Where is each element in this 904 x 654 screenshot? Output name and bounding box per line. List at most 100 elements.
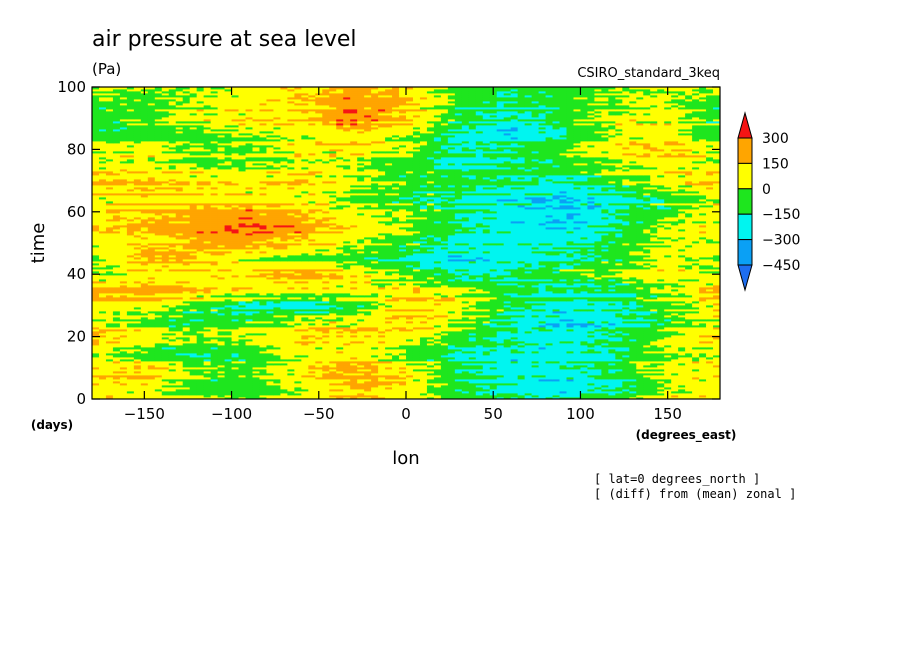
heatmap-cell	[475, 395, 484, 398]
heatmap-cell	[224, 379, 232, 382]
heatmap-cell	[371, 393, 379, 396]
heatmap-cell	[175, 367, 184, 370]
heatmap-cell	[678, 391, 686, 394]
heatmap-cell	[357, 391, 365, 394]
heatmap-cell	[559, 389, 567, 392]
heatmap-cell	[650, 397, 658, 400]
heatmap-cell	[468, 379, 477, 382]
heatmap-cell	[92, 387, 100, 390]
heatmap-cell	[636, 389, 644, 392]
heatmap-cell	[315, 379, 323, 382]
heatmap-cell	[280, 395, 288, 398]
heatmap-cell	[140, 369, 149, 372]
heatmap-cell	[538, 377, 546, 380]
heatmap-cell	[336, 375, 344, 378]
heatmap-cell	[308, 393, 316, 396]
heatmap-cell	[482, 377, 491, 380]
heatmap-cell	[161, 375, 170, 378]
heatmap-cell	[231, 369, 239, 372]
heatmap-cell	[98, 375, 107, 378]
heatmap-cell	[636, 391, 644, 394]
heatmap-cell	[231, 371, 239, 374]
heatmap-cell	[140, 385, 149, 388]
heatmap-cell	[713, 377, 721, 380]
heatmap-cell	[217, 377, 225, 380]
heatmap-cell	[482, 391, 491, 394]
heatmap-cell	[280, 375, 288, 378]
heatmap-cell	[357, 369, 365, 372]
heatmap-cell	[517, 397, 526, 400]
heatmap-cell	[447, 381, 456, 384]
heatmap-cell	[594, 375, 602, 378]
heatmap-cell	[482, 393, 491, 396]
heatmap-cell	[496, 393, 505, 396]
heatmap-cell	[650, 373, 658, 376]
heatmap-cell	[175, 379, 184, 382]
heatmap-cell	[259, 395, 267, 398]
heatmap-cell	[119, 393, 128, 396]
heatmap-cell	[266, 393, 274, 396]
heatmap-cell	[510, 387, 519, 390]
heatmap-cell	[196, 393, 205, 396]
heatmap-cell	[92, 371, 100, 374]
heatmap-cell	[224, 373, 232, 376]
heatmap-cell	[580, 395, 588, 398]
heatmap-cell	[371, 381, 379, 384]
heatmap-cell	[126, 369, 135, 372]
heatmap-cell	[350, 371, 358, 374]
heatmap-cell	[559, 379, 567, 382]
heatmap-cell	[112, 381, 121, 384]
heatmap-cell	[336, 379, 344, 382]
heatmap-cell	[273, 367, 281, 370]
heatmap-cell	[329, 369, 337, 372]
heatmap-cell	[601, 389, 609, 392]
heatmap-cell	[643, 397, 651, 400]
heatmap-cell	[517, 375, 526, 378]
heatmap-cell	[203, 377, 212, 380]
heatmap-cell	[154, 391, 163, 394]
heatmap-cell	[406, 379, 414, 382]
heatmap-cell	[92, 389, 100, 392]
heatmap-cell	[322, 395, 330, 398]
heatmap-cell	[371, 371, 379, 374]
heatmap-cell	[559, 381, 567, 384]
heatmap-cell	[468, 377, 477, 380]
heatmap-cell	[629, 395, 637, 398]
heatmap-cell	[119, 367, 128, 370]
heatmap-cell	[447, 395, 456, 398]
heatmap-cell	[468, 375, 477, 378]
heatmap-cell	[203, 387, 212, 390]
heatmap-cell	[573, 397, 581, 400]
heatmap-cell	[329, 383, 337, 386]
heatmap-cell	[98, 395, 107, 398]
heatmap-cell	[238, 375, 246, 378]
heatmap-cell	[657, 385, 665, 388]
heatmap-cell	[105, 385, 114, 388]
heatmap-cell	[622, 373, 630, 376]
heatmap-cell	[510, 385, 519, 388]
heatmap-cell	[433, 369, 442, 372]
heatmap-cell	[126, 379, 135, 382]
heatmap-cell	[245, 369, 253, 372]
heatmap-cell	[147, 387, 156, 390]
heatmap-cell	[559, 375, 567, 378]
heatmap-cell	[133, 367, 142, 370]
heatmap-cell	[482, 395, 491, 398]
heatmap-cell	[608, 381, 616, 384]
heatmap-cell	[454, 385, 463, 388]
heatmap-cell	[594, 393, 602, 396]
heatmap-cell	[273, 387, 281, 390]
heatmap-cell	[196, 395, 205, 398]
heatmap-cell	[524, 393, 532, 396]
heatmap-cell	[126, 365, 135, 368]
heatmap-cell	[608, 375, 616, 378]
heatmap-cell	[517, 387, 526, 390]
heatmap-cell	[629, 389, 637, 392]
heatmap-cell	[503, 397, 512, 400]
heatmap-cell	[461, 371, 470, 374]
heatmap-cell	[322, 377, 330, 380]
heatmap-cell	[489, 373, 498, 376]
heatmap-cell	[657, 395, 665, 398]
heatmap-cell	[280, 391, 288, 394]
heatmap-cell	[566, 395, 574, 398]
